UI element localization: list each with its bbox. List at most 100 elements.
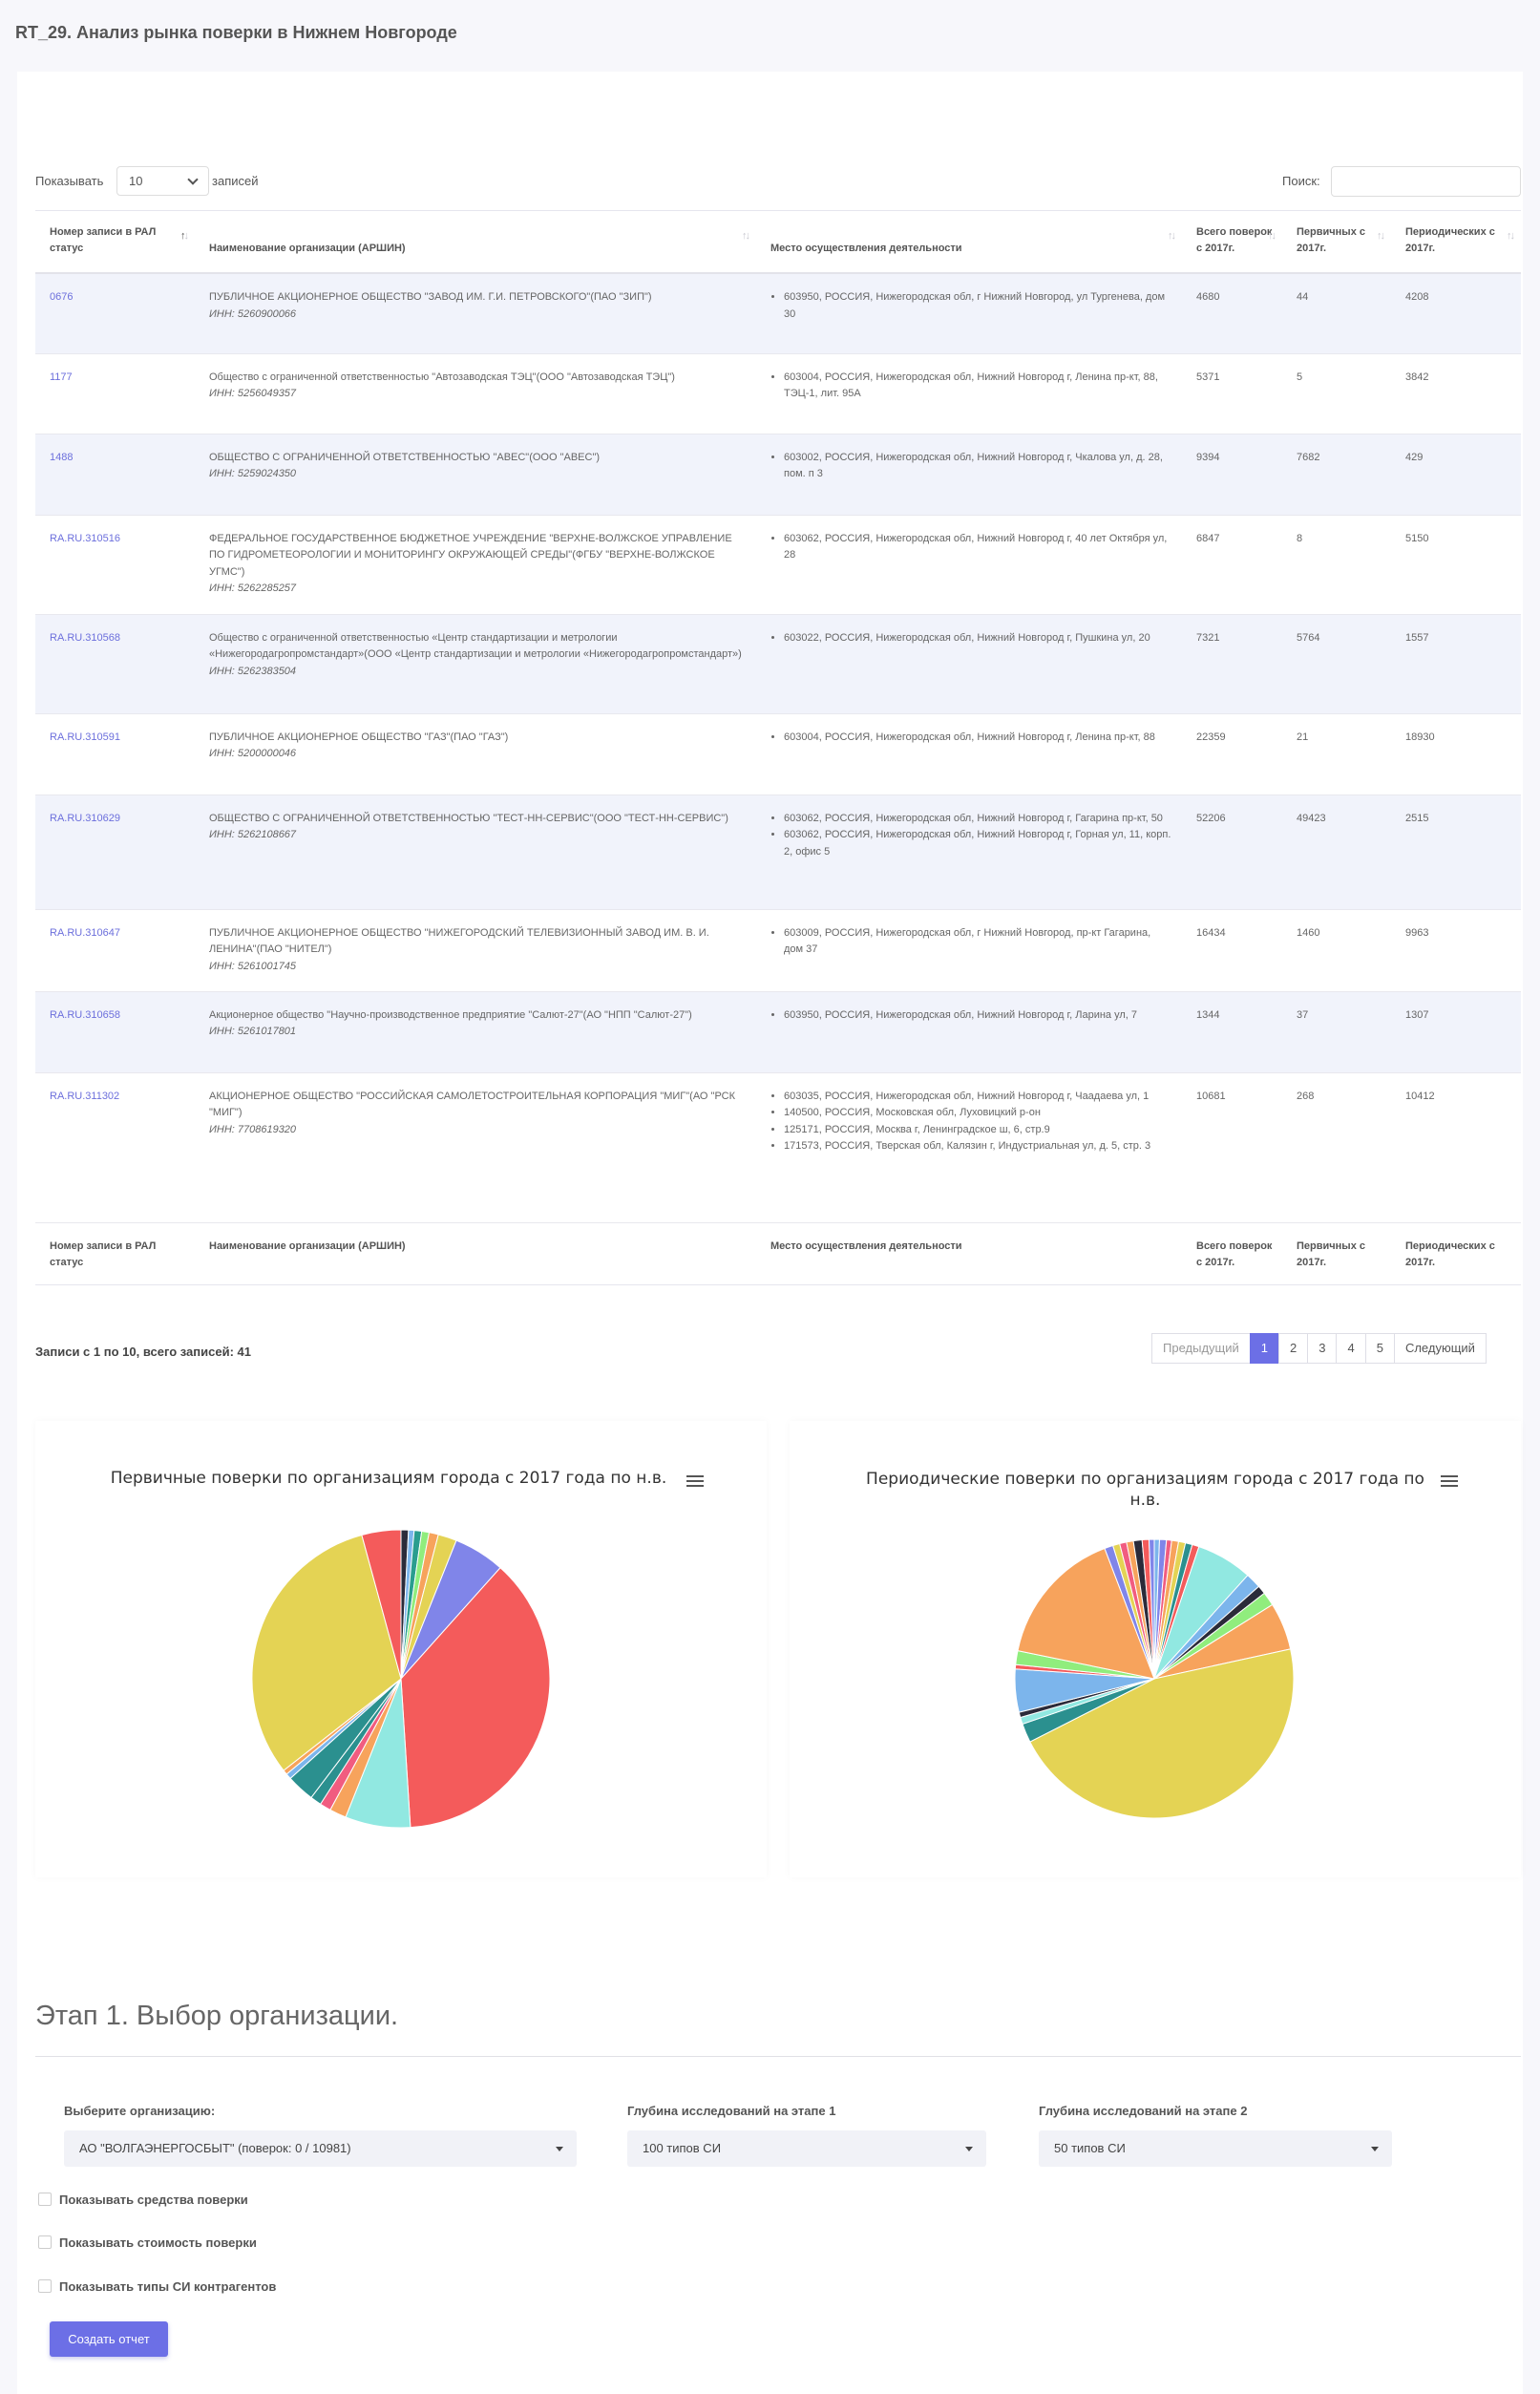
- cell-place: 603062, РОССИЯ, Нижегородская обл, Нижни…: [756, 515, 1182, 615]
- pie-slice[interactable]: [251, 1534, 402, 1771]
- record-link[interactable]: RA.RU.310647: [50, 926, 120, 939]
- cell-name: Общество с ограниченной ответственностью…: [195, 353, 756, 434]
- record-link[interactable]: 0676: [50, 291, 74, 303]
- divider: [35, 2056, 1521, 2057]
- org-name: Акционерное общество "Научно-производств…: [209, 1008, 692, 1021]
- cell-total: 6847: [1182, 515, 1282, 615]
- cell-primary: 49423: [1282, 794, 1391, 910]
- cell-place: 603009, РОССИЯ, Нижегородская обл, г Ниж…: [756, 909, 1182, 992]
- record-link[interactable]: RA.RU.310568: [50, 631, 120, 644]
- place-item: 603009, РОССИЯ, Нижегородская обл, г Ниж…: [784, 925, 1172, 959]
- show-types-checkbox[interactable]: Показывать типы СИ контрагентов: [38, 2279, 276, 2294]
- cell-id: RA.RU.310568: [35, 614, 195, 714]
- cell-total: 5371: [1182, 353, 1282, 434]
- place-item: 603022, РОССИЯ, Нижегородская обл, Нижни…: [784, 630, 1172, 647]
- table-footer-row: Номер записи в РАЛ статус Наименование о…: [35, 1221, 1521, 1285]
- cell-id: RA.RU.311302: [35, 1072, 195, 1223]
- pagination-next[interactable]: Следующий: [1393, 1333, 1487, 1364]
- pie-slice[interactable]: [1017, 1547, 1155, 1680]
- pie-slice[interactable]: [361, 1529, 402, 1680]
- depth2-select[interactable]: 50 типов СИ: [1039, 2130, 1392, 2167]
- cell-id: RA.RU.310516: [35, 515, 195, 615]
- sort-icon: ↑↓: [180, 230, 189, 242]
- pie-slice[interactable]: [1029, 1648, 1295, 1819]
- checkbox-label: Показывать типы СИ контрагентов: [59, 2279, 277, 2294]
- cell-primary: 1460: [1282, 909, 1391, 992]
- col-header-place[interactable]: Место осуществления деятельности ↑↓: [756, 210, 1182, 274]
- record-link[interactable]: RA.RU.310629: [50, 812, 120, 824]
- record-link[interactable]: RA.RU.311302: [50, 1090, 120, 1102]
- cell-place: 603062, РОССИЯ, Нижегородская обл, Нижни…: [756, 794, 1182, 910]
- cell-total: 7321: [1182, 614, 1282, 714]
- col-footer-total: Всего поверок с 2017г.: [1182, 1221, 1282, 1285]
- cell-name: ПУБЛИЧНОЕ АКЦИОНЕРНОЕ ОБЩЕСТВО "НИЖЕГОРО…: [195, 909, 756, 992]
- org-inn: ИНН: 5262285257: [209, 583, 297, 594]
- cell-total: 4680: [1182, 273, 1282, 354]
- col-footer-name: Наименование организации (АРШИН): [195, 1221, 756, 1285]
- checkbox-icon[interactable]: [38, 2193, 52, 2206]
- pie-slice[interactable]: [400, 1567, 551, 1829]
- record-link[interactable]: RA.RU.310658: [50, 1008, 120, 1021]
- cell-place: 603022, РОССИЯ, Нижегородская обл, Нижни…: [756, 614, 1182, 714]
- record-link[interactable]: RA.RU.310516: [50, 532, 120, 544]
- org-select[interactable]: АО "ВОЛГАЭНЕРГОСБЫТ" (поверок: 0 / 10981…: [64, 2130, 577, 2167]
- cell-place: 603002, РОССИЯ, Нижегородская обл, Нижни…: [756, 434, 1182, 516]
- depth1-select[interactable]: 100 типов СИ: [627, 2130, 986, 2167]
- pagination-page[interactable]: 2: [1278, 1333, 1309, 1364]
- org-name: ПУБЛИЧНОЕ АКЦИОНЕРНОЕ ОБЩЕСТВО "ЗАВОД ИМ…: [209, 291, 652, 303]
- place-item: 603062, РОССИЯ, Нижегородская обл, Нижни…: [784, 531, 1172, 564]
- caret-down-icon: [965, 2147, 973, 2151]
- table-row: RA.RU.310568 Общество с ограниченной отве…: [35, 614, 1521, 714]
- col-header-id[interactable]: Номер записи в РАЛ статус ↑↓: [35, 210, 195, 274]
- caret-down-icon: [556, 2147, 563, 2151]
- pagination-page[interactable]: 4: [1336, 1333, 1366, 1364]
- cell-primary: 37: [1282, 991, 1391, 1073]
- org-select-value: АО "ВОЛГАЭНЕРГОСБЫТ" (поверок: 0 / 10981…: [79, 2141, 351, 2155]
- col-header-primary[interactable]: Первичных с 2017г. ↑↓: [1282, 210, 1391, 274]
- page-length-select[interactable]: 10: [116, 166, 209, 196]
- cell-name: ОБЩЕСТВО С ОГРАНИЧЕННОЙ ОТВЕТСТВЕННОСТЬЮ…: [195, 794, 756, 910]
- pagination-page[interactable]: 3: [1307, 1333, 1338, 1364]
- chart-title: Первичные поверки по организациям города…: [110, 1469, 667, 1488]
- show-tools-checkbox[interactable]: Показывать средства поверки: [38, 2193, 248, 2207]
- cell-id: RA.RU.310629: [35, 794, 195, 910]
- cell-periodic: 10412: [1391, 1072, 1521, 1223]
- table-row: RA.RU.310629 ОБЩЕСТВО С ОГРАНИЧЕННОЙ ОТВЕ…: [35, 794, 1521, 910]
- table-row: RA.RU.310658 Акционерное общество "Научно…: [35, 991, 1521, 1073]
- table-row: RA.RU.310591 ПУБЛИЧНОЕ АКЦИОНЕРНОЕ ОБЩЕСТ…: [35, 713, 1521, 795]
- place-item: 603950, РОССИЯ, Нижегородская обл, Нижни…: [784, 1007, 1172, 1025]
- col-header-periodic[interactable]: Периодических с 2017г. ↑↓: [1391, 210, 1521, 274]
- col-header-total[interactable]: Всего поверок с 2017г. ↑↓: [1182, 210, 1282, 274]
- col-header-name[interactable]: Наименование организации (АРШИН) ↑↓: [195, 210, 756, 274]
- place-item: 603002, РОССИЯ, Нижегородская обл, Нижни…: [784, 450, 1172, 483]
- table-row: RA.RU.311302 АКЦИОНЕРНОЕ ОБЩЕСТВО "РОССИЙ…: [35, 1072, 1521, 1223]
- checkbox-icon[interactable]: [38, 2279, 52, 2293]
- pie-chart-svg: [251, 1529, 551, 1829]
- checkbox-icon[interactable]: [38, 2235, 52, 2249]
- org-inn: ИНН: 5260900066: [209, 307, 297, 320]
- pagination-page[interactable]: 1: [1249, 1333, 1279, 1364]
- sort-icon: ↑↓: [1507, 230, 1515, 242]
- cell-total: 1344: [1182, 991, 1282, 1073]
- show-cost-checkbox[interactable]: Показывать стоимость поверки: [38, 2235, 257, 2250]
- pie-slice[interactable]: [1148, 1538, 1155, 1680]
- record-link[interactable]: 1177: [50, 371, 73, 383]
- place-item: 140500, РОССИЯ, Московская обл, Луховицк…: [784, 1105, 1172, 1122]
- depth2-label: Глубина исследований на этапе 2: [1039, 2104, 1248, 2118]
- record-link[interactable]: 1488: [50, 451, 74, 463]
- cell-place: 603950, РОССИЯ, Нижегородская обл, г Ниж…: [756, 273, 1182, 354]
- cell-name: ОБЩЕСТВО С ОГРАНИЧЕННОЙ ОТВЕТСТВЕННОСТЬЮ…: [195, 434, 756, 516]
- pagination-page[interactable]: 5: [1364, 1333, 1395, 1364]
- record-link[interactable]: RA.RU.310591: [50, 731, 120, 743]
- length-label: Показывать: [35, 174, 104, 188]
- search-input[interactable]: [1331, 166, 1521, 197]
- cell-id: 1177: [35, 353, 195, 434]
- cell-id: 0676: [35, 273, 195, 354]
- chevron-down-icon: [187, 174, 199, 185]
- create-report-button[interactable]: Создать отчет: [50, 2321, 168, 2357]
- hamburger-menu-icon[interactable]: [686, 1475, 704, 1489]
- checkbox-label: Показывать стоимость поверки: [59, 2235, 257, 2250]
- hamburger-menu-icon[interactable]: [1441, 1475, 1458, 1489]
- table-row: 1488 ОБЩЕСТВО С ОГРАНИЧЕННОЙ ОТВЕТСТВЕННО…: [35, 434, 1521, 516]
- pagination-prev[interactable]: Предыдущий: [1151, 1333, 1251, 1364]
